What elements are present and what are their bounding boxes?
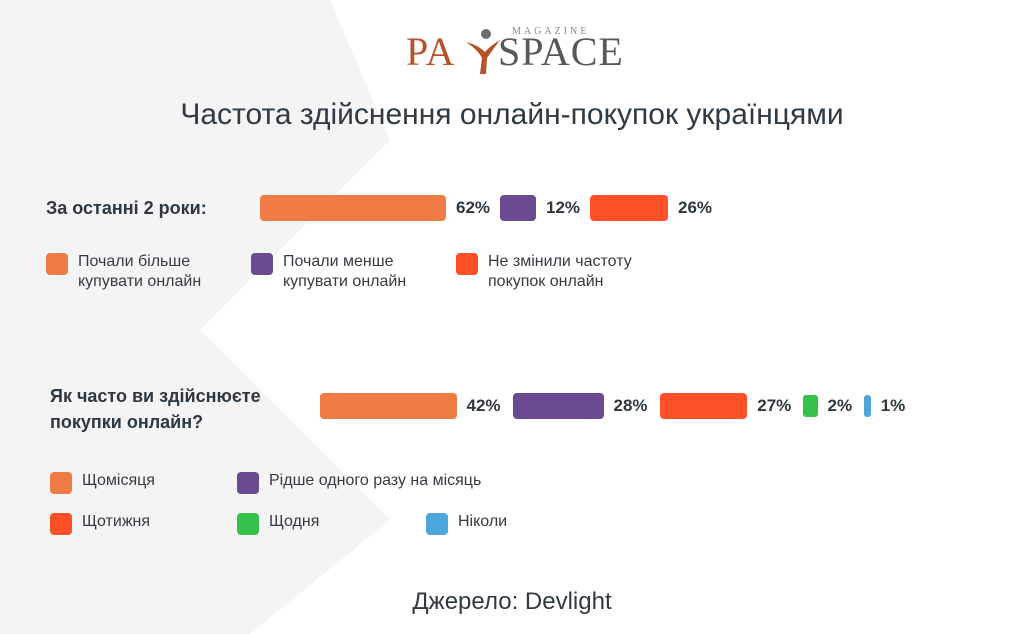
legend-swatch-3 <box>50 513 72 535</box>
legend-swatch-4 <box>237 513 259 535</box>
legend-swatch-3 <box>456 253 478 275</box>
bar-1 <box>320 393 457 419</box>
bar-2 <box>500 195 536 221</box>
bar-3 <box>659 393 748 419</box>
bar-4 <box>803 395 818 417</box>
bar-1 <box>260 195 446 221</box>
legend-swatch-2 <box>237 472 259 494</box>
bar-value-label-2: 28% <box>613 396 648 415</box>
bar-value-label-2: 12% <box>546 198 581 217</box>
legend-label-5: Ніколи <box>458 513 508 530</box>
legend-label-3: Щотижня <box>82 513 151 530</box>
logo-brand-left: PA <box>406 29 456 74</box>
bar-value-label-5: 1% <box>880 396 906 415</box>
legend-label-1: Щомісяця <box>82 472 155 489</box>
legend-swatch-1 <box>46 253 68 275</box>
legend-label-2: Рідше одного разу на місяць <box>269 472 482 489</box>
bar-value-label-1: 42% <box>466 396 501 415</box>
chart-title: Частота здійснення онлайн-покупок україн… <box>180 98 844 131</box>
bar-3 <box>590 195 668 221</box>
bar-value-label-3: 27% <box>757 396 792 415</box>
bar-value-label-1: 62% <box>456 198 491 217</box>
legend-label-4: Щодня <box>269 513 320 530</box>
question-1-label: За останні 2 роки: <box>46 198 207 218</box>
legend-swatch-5 <box>426 513 448 535</box>
question-2-label: Як часто ви здійснюєте покупки онлайн? <box>50 386 261 432</box>
legend-label-1: Почали більше купувати онлайн <box>78 253 202 290</box>
legend-swatch-2 <box>251 253 273 275</box>
paspace-logo: PA SPACE MAGAZINE <box>400 22 630 78</box>
bar-2 <box>512 393 604 419</box>
legend-label-2: Почали менше купувати онлайн <box>283 253 407 290</box>
source-note: Джерело: Devlight <box>412 588 612 615</box>
bar-value-label-3: 26% <box>678 198 713 217</box>
bar-5 <box>863 395 871 417</box>
legend-label-3: Не змінили частоту покупок онлайн <box>488 253 632 290</box>
logo-figure-icon <box>466 29 500 74</box>
logo-tagline: MAGAZINE <box>512 26 590 37</box>
legend-swatch-1 <box>50 472 72 494</box>
bar-value-label-4: 2% <box>827 396 853 415</box>
logo-brand-right: SPACE <box>498 29 624 74</box>
